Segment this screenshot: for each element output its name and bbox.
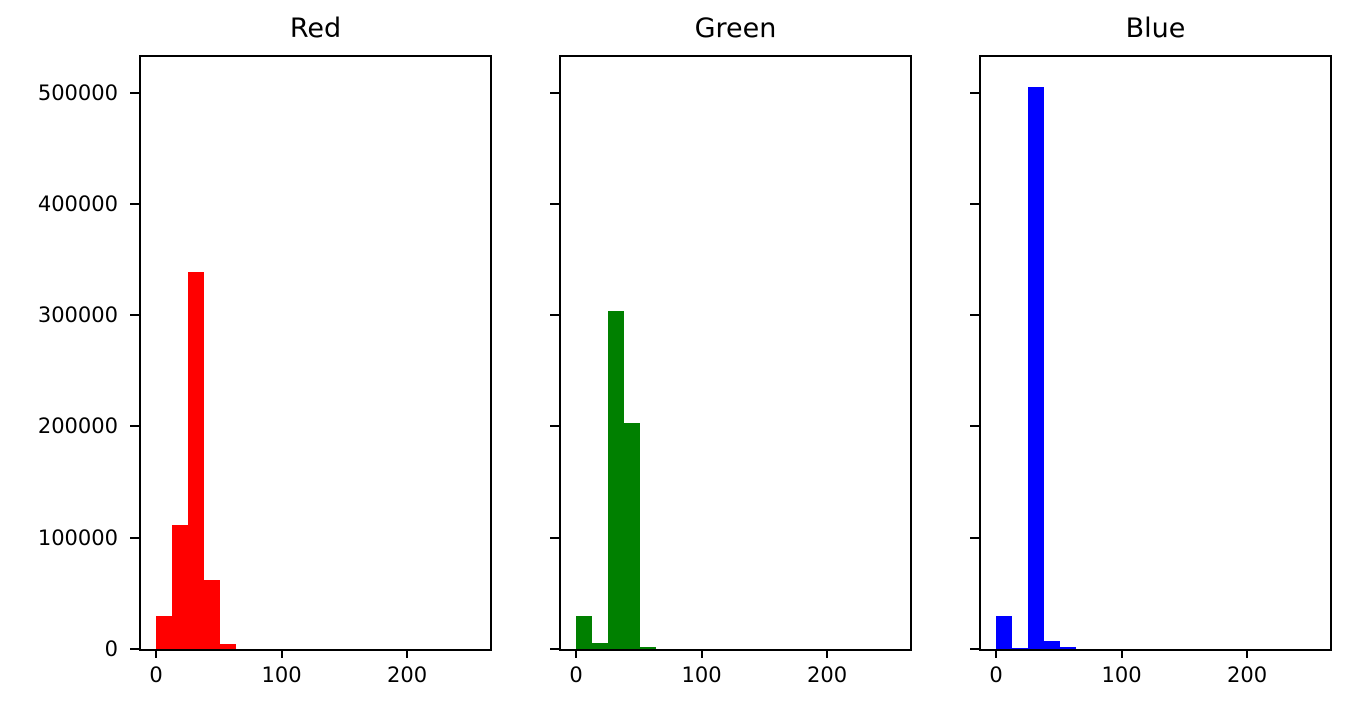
histogram-bar-green-bin1 (592, 643, 609, 649)
x-tick-red-100 (280, 649, 283, 658)
x-tick-label-red-0: 0 (149, 663, 163, 687)
y-tick-blue-200000 (970, 425, 979, 428)
subplot-title-red: Red (289, 13, 342, 44)
histogram-bar-blue-bin3 (1044, 641, 1061, 649)
x-tick-red-0 (155, 649, 158, 658)
axes-red (139, 55, 492, 651)
y-tick-blue-300000 (970, 314, 979, 317)
plot-area-red (141, 57, 490, 649)
histogram-bar-blue-bin1 (1012, 648, 1029, 649)
axes-green (559, 55, 912, 651)
histogram-bar-red-bin4 (220, 644, 237, 649)
x-tick-red-200 (406, 649, 409, 658)
histogram-bar-green-bin4 (640, 647, 657, 649)
y-tick-label-0: 0 (104, 637, 118, 661)
histogram-bar-red-bin1 (172, 525, 189, 649)
histogram-bar-green-bin3 (624, 423, 641, 649)
y-tick-label-3: 300000 (37, 303, 118, 328)
x-tick-label-blue-0: 0 (989, 663, 1003, 687)
histogram-bar-red-bin3 (204, 580, 221, 649)
y-tick-green-500000 (550, 91, 559, 94)
x-tick-blue-0 (995, 649, 998, 658)
y-tick-green-0 (550, 648, 559, 650)
y-tick-red-400000 (130, 202, 139, 205)
histogram-bar-blue-bin4 (1060, 647, 1077, 649)
y-tick-blue-0 (970, 648, 979, 650)
x-tick-label-green-1: 100 (681, 663, 722, 687)
histogram-bar-green-bin0 (576, 616, 593, 649)
y-tick-green-200000 (550, 425, 559, 428)
y-tick-red-200000 (130, 425, 139, 428)
histogram-bar-blue-bin2 (1028, 87, 1045, 649)
x-tick-green-0 (575, 649, 578, 658)
x-tick-blue-200 (1246, 649, 1249, 658)
x-tick-green-100 (700, 649, 703, 658)
x-tick-label-blue-2: 200 (1227, 663, 1268, 687)
subplot-title-blue: Blue (1125, 13, 1186, 44)
histogram-bar-green-bin2 (608, 311, 625, 649)
plot-area-blue (981, 57, 1330, 649)
x-tick-label-green-2: 200 (807, 663, 848, 687)
histogram-bar-red-bin0 (156, 616, 173, 649)
y-tick-green-400000 (550, 202, 559, 205)
y-tick-red-300000 (130, 314, 139, 317)
y-tick-label-1: 100000 (37, 525, 118, 550)
plot-area-green (561, 57, 910, 649)
y-tick-label-5: 500000 (37, 80, 118, 105)
x-tick-blue-100 (1120, 649, 1123, 658)
y-tick-green-100000 (550, 536, 559, 539)
x-tick-label-red-2: 200 (387, 663, 428, 687)
axes-blue (979, 55, 1332, 651)
y-tick-label-4: 400000 (37, 191, 118, 216)
y-tick-label-2: 200000 (37, 414, 118, 439)
y-tick-blue-500000 (970, 91, 979, 94)
y-tick-red-500000 (130, 91, 139, 94)
histogram-bar-blue-bin0 (996, 616, 1013, 649)
histogram-bar-red-bin2 (188, 272, 205, 649)
y-tick-blue-400000 (970, 202, 979, 205)
y-tick-blue-100000 (970, 536, 979, 539)
x-tick-green-200 (826, 649, 829, 658)
subplot-title-green: Green (694, 13, 777, 44)
x-tick-label-blue-1: 100 (1101, 663, 1142, 687)
x-tick-label-green-0: 0 (569, 663, 583, 687)
y-tick-green-300000 (550, 314, 559, 317)
y-tick-red-100000 (130, 536, 139, 539)
y-tick-red-0 (130, 648, 139, 650)
x-tick-label-red-1: 100 (261, 663, 302, 687)
